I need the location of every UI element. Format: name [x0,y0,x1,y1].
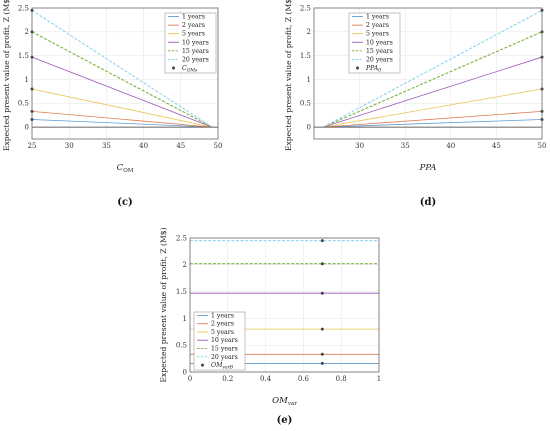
x-axis-label: COM [117,163,134,174]
y-tick-label: 1.5 [300,52,311,60]
y-axis-label: Expected present value of profit, Z (M$) [159,227,168,382]
legend-label: 1 years [182,14,205,21]
x-tick-label: 25 [28,142,37,150]
x-axis-label: OMvar [272,396,297,407]
legend-marker-label: COMs [182,65,198,74]
series-line-5-years [323,88,543,128]
x-tick-label: 45 [492,142,501,150]
legend-label: 1 years [366,14,389,21]
x-tick-label: 40 [446,142,455,150]
legend-label: 2 years [366,22,389,29]
legend-label: 20 years [182,56,209,63]
series-line-15-years [322,31,543,128]
legend-marker-label: PPA0 [365,65,381,74]
panel-label: (e) [277,415,293,426]
y-tick-label: 2.5 [18,4,29,12]
series-line-1-years [31,119,213,128]
legend-label: 10 years [366,39,393,46]
y-tick-label: 1.5 [18,52,29,60]
legend-marker [172,66,175,70]
x-tick-label: 30 [65,142,74,150]
y-tick-label: 2.5 [300,4,311,12]
series-line-5-years [31,88,213,128]
series-line-20-years [31,9,213,128]
y-tick-label: 0.5 [300,100,311,108]
y-tick-label: 1 [183,315,187,323]
legend-label: 15 years [211,346,238,353]
legend-label: 15 years [182,48,209,55]
data-point-marker [320,361,324,365]
data-point-marker [320,262,324,266]
legend-marker-label: OMvarB [211,362,234,371]
legend-box [348,12,401,74]
x-tick-label: 40 [139,142,148,150]
legend-box [164,12,217,74]
x-tick-label: 35 [102,142,111,150]
y-tick-label: 2 [307,28,311,36]
x-tick-label: 0.6 [298,375,310,383]
x-tick-label: 1 [377,375,381,383]
legend-label: 5 years [366,31,389,38]
legend-label: 10 years [182,39,209,46]
legend-label: 5 years [182,31,205,38]
x-tick-label: 0.8 [336,375,347,383]
legend-label: 10 years [211,337,238,344]
y-tick-label: 0.5 [18,100,29,108]
legend-label: 2 years [211,321,234,328]
legend-marker [356,66,359,70]
legend-label: 15 years [366,48,393,55]
y-axis-label: Expected present value of profit, Z (M$) [284,0,293,151]
panel-label: (c) [117,197,133,208]
data-point-marker [320,239,324,243]
series-line-15-years [31,31,213,128]
x-tick-label: 0 [188,375,192,383]
x-tick-label: 35 [401,142,410,150]
y-tick-label: 2 [25,28,29,36]
x-tick-label: 45 [176,142,185,150]
legend-marker [201,363,204,367]
legend-label: 20 years [211,354,238,361]
series-line-10-years [31,56,213,128]
y-tick-label: 0 [307,123,311,131]
y-tick-label: 0 [25,123,29,131]
data-point-marker [320,327,324,331]
y-tick-label: 1 [307,76,311,84]
panel-c: 25 30 35 40 45 50 0 0.5 1 1.5 2 2.5 Expected presen… [2,0,222,208]
x-tick-label: 0.4 [260,375,272,383]
legend-label: 1 years [211,312,234,319]
panel-e: 0 0.2 0.4 0.6 0.8 1 0 0.5 1 1.5 2 2.5 Expected pres… [159,227,381,426]
series-line-2-years [323,110,543,128]
legend-label: 2 years [182,22,205,29]
x-axis-label: PPA [419,163,437,173]
legend-box [193,311,246,371]
x-tick-label: 50 [538,142,547,150]
series-line-2-years [31,110,213,128]
series-line-10-years [322,56,543,128]
y-tick-label: 0 [183,368,187,376]
panel-d: 30 35 40 45 50 0 0.5 1 1.5 2 2.5 Expected present … [284,0,546,208]
y-tick-label: 2 [183,261,187,269]
legend-label: 20 years [366,56,393,63]
x-tick-label: 50 [214,142,223,150]
data-point-marker [320,291,324,295]
legend-label: 5 years [211,329,234,336]
panel-label: (d) [420,197,436,208]
y-tick-label: 1.5 [176,288,187,296]
y-tick-label: 0.5 [176,342,187,350]
y-tick-label: 2.5 [176,234,187,242]
x-tick-label: 30 [355,142,364,150]
data-point-marker [320,352,324,356]
series-line-1-years [323,119,543,128]
y-axis-label: Expected present value of profit, Z (M$) [2,0,11,151]
x-tick-label: 0.2 [222,375,233,383]
y-tick-label: 1 [25,76,29,84]
